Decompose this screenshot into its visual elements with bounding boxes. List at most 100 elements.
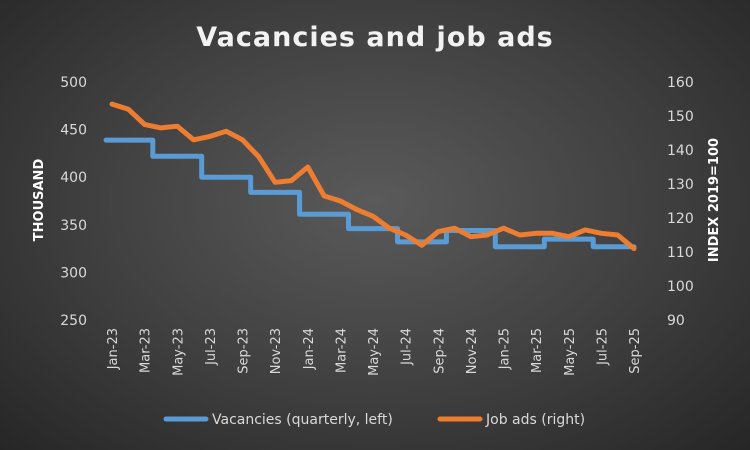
y-right-tick-label: 100 — [667, 279, 694, 295]
y-right-tick-label: 90 — [667, 313, 685, 329]
job-ads-point — [388, 227, 390, 229]
x-tick-label: Mar-24 — [334, 328, 349, 373]
vacancies-point — [144, 139, 146, 141]
vacancies-line — [103, 137, 637, 250]
x-tick-label: May-24 — [367, 328, 382, 376]
job-ads-point — [356, 209, 358, 210]
vacancies-point — [193, 155, 195, 157]
legend: Vacancies (quarterly, left) Job ads (righ… — [163, 412, 585, 428]
x-tick-label: Sep-23 — [237, 328, 252, 374]
job-ads-point — [209, 135, 211, 137]
y-left-tick-label: 500 — [60, 75, 87, 91]
x-tick-label: Sep-25 — [628, 328, 643, 374]
y-axis-right-label: INDEX 2019=100 — [707, 138, 722, 262]
y-right-tick-label: 130 — [667, 177, 694, 193]
y-axis-right: 90 100 110 120 130 140 150 160 — [667, 75, 694, 329]
job-ads-point — [242, 139, 243, 141]
legend-job-ads-label: Job ads (right) — [485, 412, 585, 428]
vacancies-point — [584, 238, 586, 240]
job-ads-point — [519, 234, 521, 236]
job-ads-point — [470, 236, 472, 238]
y-right-tick-label: 150 — [667, 109, 694, 125]
vacancies-point — [600, 246, 602, 248]
vacancies-point — [242, 176, 243, 178]
x-tick-label: Mar-23 — [139, 328, 154, 373]
job-ads-point — [405, 234, 407, 236]
x-tick-label: Jan-23 — [106, 328, 121, 370]
job-ads-point — [421, 244, 423, 246]
x-tick-label: Jan-25 — [498, 328, 513, 370]
y-right-tick-label: 140 — [667, 143, 694, 159]
y-left-tick-label: 450 — [60, 123, 87, 139]
chart-title: Vacancies and job ads — [196, 22, 553, 53]
vacancies-point — [535, 246, 537, 248]
x-tick-label: Mar-25 — [530, 328, 545, 373]
legend-vacancies-label: Vacancies (quarterly, left) — [212, 412, 393, 428]
vacancies-point — [307, 213, 309, 215]
x-tick-label: Nov-24 — [465, 328, 480, 374]
x-tick-label: Jul-23 — [204, 328, 219, 366]
job-ads-point — [307, 166, 309, 168]
job-ads-point — [339, 200, 341, 202]
vacancies-point — [503, 246, 504, 248]
job-ads-point — [372, 215, 374, 217]
vacancies-point — [225, 176, 227, 178]
vacancies-point — [209, 176, 211, 178]
vacancies-point — [160, 155, 162, 157]
vacancies-point — [127, 139, 129, 141]
y-axis-left-label: THOUSAND — [32, 159, 47, 242]
y-left-tick-label: 250 — [60, 313, 87, 329]
job-ads-point — [454, 227, 456, 229]
job-ads-point — [584, 229, 586, 231]
job-ads-point — [127, 108, 129, 110]
vacancies-point — [339, 213, 341, 215]
vacancies-point — [470, 230, 472, 231]
vacancies-point — [519, 246, 521, 248]
job-ads-point — [144, 124, 146, 125]
job-ads-point — [225, 130, 227, 132]
x-tick-label: May-25 — [563, 328, 578, 376]
vacancies-point — [274, 191, 276, 193]
vacancies-point — [323, 213, 325, 215]
x-axis: Jan-23 Mar-23 May-23 Jul-23 Sep-23 Nov-23 Jan-… — [106, 328, 643, 376]
job-ads-point — [274, 181, 276, 183]
vacancies-point — [111, 139, 113, 141]
y-right-tick-label: 110 — [667, 245, 694, 261]
job-ads-point — [568, 236, 570, 238]
vacancies-point — [176, 155, 178, 157]
job-ads-point — [535, 232, 537, 234]
vacancies-point — [551, 238, 553, 240]
vacancies-point — [617, 246, 619, 248]
vacancies-point — [372, 228, 374, 230]
vacancies-point — [405, 241, 407, 243]
y-right-tick-label: 160 — [667, 75, 694, 91]
y-axis-left: 250 300 350 400 450 500 — [60, 75, 87, 329]
job-ads-point — [258, 156, 260, 158]
x-tick-label: Sep-24 — [432, 328, 447, 374]
job-ads-point — [323, 195, 325, 197]
x-tick-label: Jul-25 — [595, 328, 610, 366]
job-ads-point — [551, 232, 553, 234]
y-left-tick-label: 350 — [60, 218, 87, 234]
x-tick-label: Jul-24 — [400, 328, 415, 366]
job-ads-point — [503, 227, 504, 229]
x-tick-label: Jan-24 — [302, 328, 317, 370]
job-ads-point — [437, 231, 439, 233]
x-tick-label: Nov-23 — [269, 328, 284, 374]
job-ads-point — [176, 125, 178, 127]
job-ads-point — [290, 180, 292, 182]
job-ads-point — [617, 234, 619, 236]
vacancies-point — [437, 241, 439, 243]
job-ads-point — [193, 139, 195, 141]
job-ads-point — [160, 127, 162, 129]
vacancies-point — [486, 230, 488, 231]
y-left-tick-label: 300 — [60, 265, 87, 281]
vacancies-point — [258, 191, 260, 193]
vacancies-point — [356, 228, 358, 230]
y-right-tick-label: 120 — [667, 211, 694, 227]
y-left-tick-label: 400 — [60, 170, 87, 186]
x-tick-label: May-23 — [171, 328, 186, 376]
job-ads-point — [111, 103, 113, 105]
series-group — [103, 101, 637, 252]
